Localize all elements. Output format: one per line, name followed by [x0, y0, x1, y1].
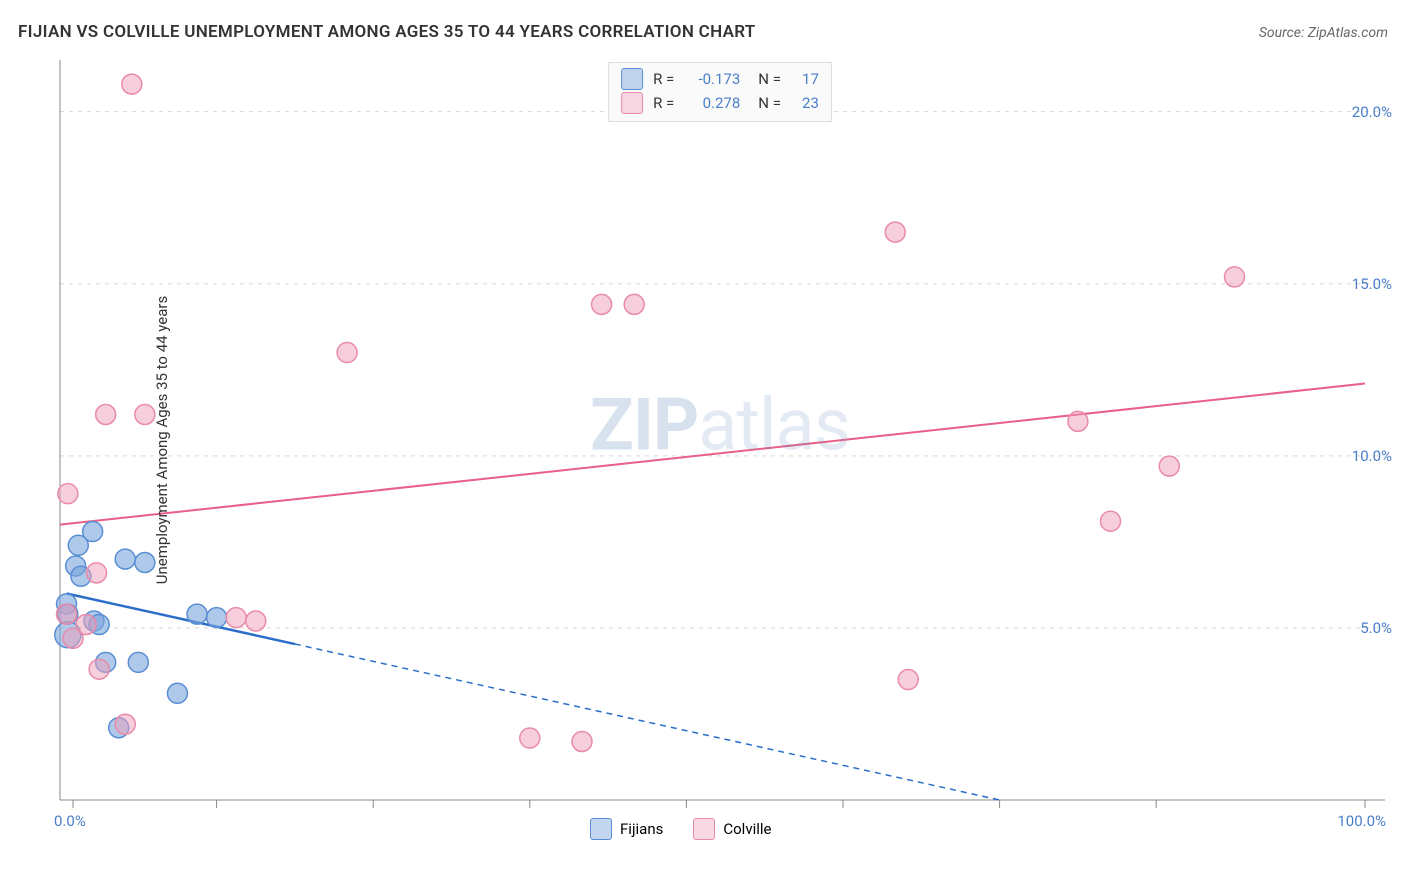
- x-min-label: 0.0%: [54, 812, 86, 830]
- chart-header: FIJIAN VS COLVILLE UNEMPLOYMENT AMONG AG…: [18, 22, 1388, 42]
- scatter-plot-svg: [50, 60, 1390, 820]
- y-axis-label: Unemployment Among Ages 35 to 44 years: [153, 296, 171, 584]
- stats-row: R = 0.278 N = 23: [621, 91, 819, 115]
- y-tick-label: 5.0%: [1360, 619, 1392, 637]
- legend-label: Fijians: [620, 820, 663, 838]
- x-max-label: 100.0%: [1337, 812, 1386, 830]
- n-value: 23: [791, 91, 819, 115]
- legend-swatch: [590, 818, 612, 840]
- n-label: N =: [758, 91, 781, 115]
- chart-source: Source: ZipAtlas.com: [1259, 25, 1388, 41]
- legend-label: Colville: [723, 820, 771, 838]
- r-label: R =: [653, 67, 674, 91]
- y-tick-label: 10.0%: [1352, 447, 1392, 465]
- n-label: N =: [758, 67, 781, 91]
- series-swatch: [621, 68, 643, 90]
- legend-swatch: [693, 818, 715, 840]
- stats-box: R = -0.173 N = 17 R = 0.278 N = 23: [608, 62, 832, 122]
- r-label: R =: [653, 91, 674, 115]
- series-legend: Fijians Colville: [590, 818, 772, 840]
- chart-area: Unemployment Among Ages 35 to 44 years Z…: [50, 60, 1390, 820]
- n-value: 17: [791, 67, 819, 91]
- series-swatch: [621, 92, 643, 114]
- y-tick-label: 15.0%: [1352, 275, 1392, 293]
- legend-item: Colville: [693, 818, 771, 840]
- r-value: 0.278: [684, 91, 740, 115]
- chart-title: FIJIAN VS COLVILLE UNEMPLOYMENT AMONG AG…: [18, 22, 756, 42]
- stats-row: R = -0.173 N = 17: [621, 67, 819, 91]
- y-tick-label: 20.0%: [1352, 103, 1392, 121]
- r-value: -0.173: [684, 67, 740, 91]
- legend-item: Fijians: [590, 818, 663, 840]
